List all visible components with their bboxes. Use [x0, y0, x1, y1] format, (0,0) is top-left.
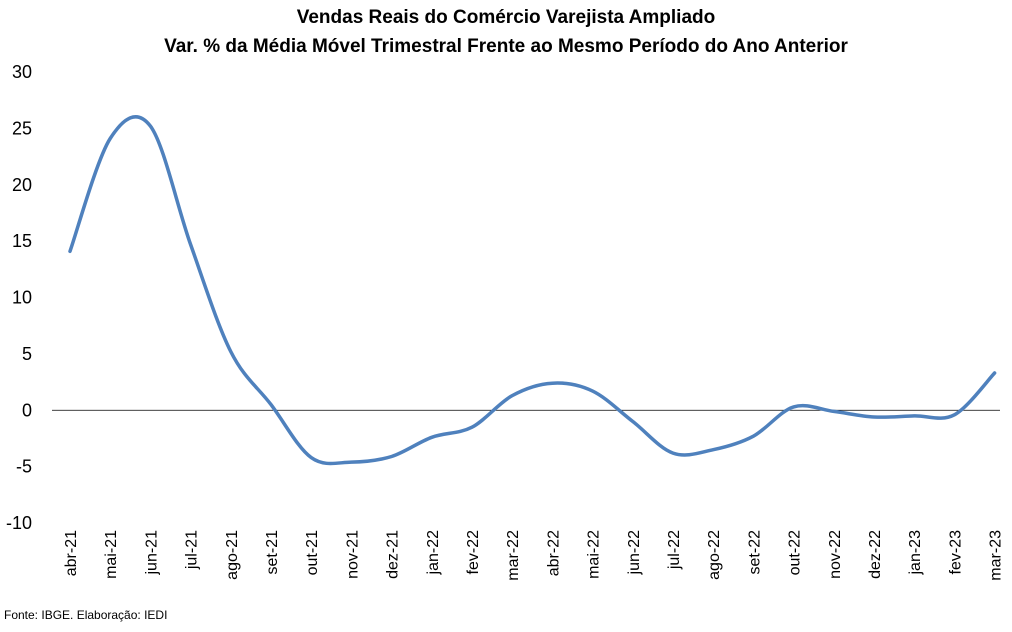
x-tick-label: mar-23 [988, 530, 1005, 581]
data-point [591, 389, 595, 393]
data-point [309, 456, 313, 460]
y-tick-label: -10 [6, 513, 32, 533]
x-tick-label: nov-22 [827, 530, 844, 579]
chart-subtitle: Var. % da Média Móvel Trimestral Frente … [164, 36, 848, 57]
data-point [751, 434, 755, 438]
data-point [470, 425, 474, 429]
data-point [671, 451, 675, 455]
y-tick-label: 10 [12, 288, 32, 308]
data-point [711, 448, 715, 452]
data-point [148, 124, 152, 128]
x-tick-label: dez-21 [385, 530, 402, 579]
x-tick-label: abr-21 [63, 530, 80, 576]
data-point [68, 249, 72, 253]
x-tick-label: set-21 [264, 530, 281, 575]
y-tick-label: 15 [12, 231, 32, 251]
data-point [872, 415, 876, 419]
x-tick-label: abr-22 [545, 530, 562, 576]
y-tick-label: 20 [12, 175, 32, 195]
x-tick-label: nov-21 [344, 530, 361, 579]
x-tick-label: ago-22 [706, 530, 723, 580]
x-tick-label: jan-22 [425, 530, 442, 576]
x-tick-label: jun-22 [626, 530, 643, 576]
data-point [189, 243, 193, 247]
x-tick-label: jan-23 [907, 530, 924, 576]
data-point [510, 394, 514, 398]
data-point [430, 435, 434, 439]
chart-title: Vendas Reais do Comércio Varejista Ampli… [296, 7, 716, 28]
y-tick-label: 0 [22, 400, 32, 420]
data-point [269, 403, 273, 407]
x-tick-label: mai-21 [103, 530, 120, 579]
y-tick-label: -5 [16, 457, 32, 477]
data-point [550, 381, 554, 385]
x-tick-label: out-22 [787, 530, 804, 575]
data-point [832, 409, 836, 413]
y-tick-label: 30 [12, 62, 32, 82]
data-point [952, 413, 956, 417]
data-point [631, 420, 635, 424]
data-point [390, 455, 394, 459]
data-point [108, 137, 112, 141]
y-tick-label: 25 [12, 118, 32, 138]
source-note: Fonte: IBGE. Elaboração: IEDI [4, 608, 168, 622]
x-tick-label: jul-21 [184, 530, 201, 570]
data-point [792, 405, 796, 409]
x-tick-label: fev-22 [465, 530, 482, 575]
y-tick-label: 5 [22, 344, 32, 364]
x-tick-label: dez-22 [867, 530, 884, 579]
x-tick-label: mar-22 [505, 530, 522, 581]
data-point [229, 350, 233, 354]
x-tick-label: set-22 [746, 530, 763, 575]
series-line [68, 115, 997, 466]
x-tick-label: jul-22 [666, 530, 683, 570]
x-tick-label: out-21 [304, 530, 321, 575]
x-tick-label: ago-21 [224, 530, 241, 580]
x-tick-label: fev-23 [947, 530, 964, 575]
data-point [349, 460, 353, 464]
data-point [993, 371, 997, 375]
data-point [912, 414, 916, 418]
x-tick-label: jun-21 [143, 530, 160, 576]
x-tick-label: mai-22 [586, 530, 603, 579]
